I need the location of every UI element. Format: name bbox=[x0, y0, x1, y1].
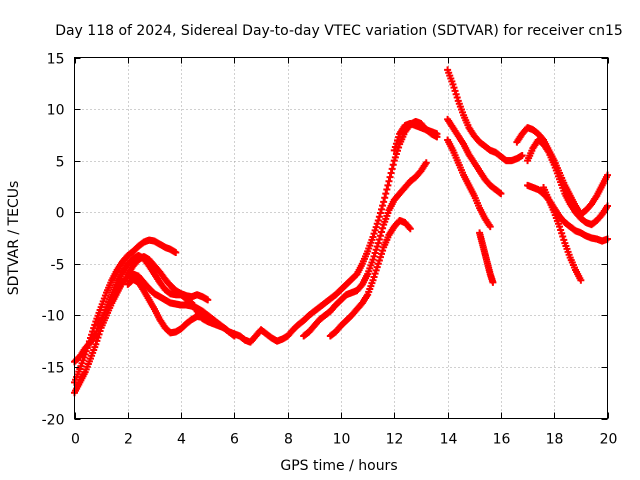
data-point bbox=[376, 209, 384, 217]
x-tick-label: 12 bbox=[386, 432, 404, 448]
series-track-15 bbox=[540, 183, 585, 284]
data-point bbox=[172, 248, 180, 256]
plot-frame bbox=[74, 57, 608, 419]
y-tick-label: -20 bbox=[42, 413, 65, 429]
y-tick-label: -15 bbox=[42, 361, 65, 377]
series-track-7 bbox=[326, 216, 414, 340]
y-tick-label: 15 bbox=[47, 52, 65, 68]
data-point bbox=[388, 165, 396, 173]
y-tick-label: 5 bbox=[56, 155, 65, 171]
axis-ticks: 0 2 4 6 8 10 12 14 16 18 20 -20 -15 -10 -5 0 5 10 15 bbox=[42, 52, 618, 448]
data-point bbox=[378, 228, 386, 236]
series-track-11 bbox=[476, 229, 497, 286]
data-point bbox=[386, 173, 394, 181]
x-tick-label: 14 bbox=[440, 432, 458, 448]
grid-lines bbox=[74, 57, 608, 419]
data-point bbox=[374, 239, 382, 247]
data-point bbox=[381, 194, 389, 202]
x-tick-label: 20 bbox=[600, 432, 618, 448]
data-point bbox=[230, 332, 238, 340]
data-markers bbox=[71, 66, 611, 397]
series-track-4 bbox=[71, 270, 238, 397]
data-point bbox=[422, 159, 430, 167]
data-point bbox=[385, 177, 393, 185]
data-point bbox=[383, 186, 391, 194]
data-point bbox=[489, 278, 497, 286]
data-point bbox=[577, 276, 585, 284]
data-point bbox=[204, 296, 212, 304]
series-track-6 bbox=[300, 159, 430, 340]
data-point bbox=[433, 130, 441, 138]
data-point bbox=[389, 161, 397, 169]
series-track-10 bbox=[444, 136, 494, 231]
data-point bbox=[198, 313, 206, 321]
x-tick-label: 0 bbox=[71, 432, 80, 448]
data-point bbox=[518, 151, 526, 159]
data-point bbox=[380, 198, 388, 206]
y-tick-label: 0 bbox=[56, 206, 65, 222]
data-point bbox=[376, 232, 384, 240]
data-point bbox=[379, 224, 387, 232]
data-point bbox=[405, 223, 413, 231]
x-tick-label: 4 bbox=[177, 432, 186, 448]
x-tick-label: 6 bbox=[230, 432, 239, 448]
series-track-9 bbox=[444, 115, 505, 198]
data-point bbox=[374, 216, 382, 224]
data-point bbox=[375, 235, 383, 243]
data-point bbox=[378, 205, 386, 213]
y-tick-label: 10 bbox=[47, 103, 65, 119]
y-tick-label: -5 bbox=[51, 258, 65, 274]
x-tick-label: 2 bbox=[124, 432, 133, 448]
series-track-8 bbox=[444, 66, 526, 165]
series-track-2 bbox=[71, 236, 180, 386]
data-point bbox=[382, 190, 390, 198]
data-point bbox=[379, 202, 387, 210]
x-tick-label: 10 bbox=[333, 432, 351, 448]
x-tick-label: 18 bbox=[546, 432, 564, 448]
series-track-16 bbox=[390, 120, 441, 154]
data-point bbox=[486, 223, 494, 231]
data-point bbox=[384, 181, 392, 189]
series-track-12 bbox=[513, 124, 611, 218]
series-track-5 bbox=[124, 275, 206, 337]
x-tick-label: 8 bbox=[284, 432, 293, 448]
y-axis-label: SDTVAR / TECUs bbox=[6, 181, 22, 296]
y-tick-label: -10 bbox=[42, 309, 65, 325]
x-axis-label: GPS time / hours bbox=[280, 458, 397, 474]
data-point bbox=[387, 169, 395, 177]
data-point bbox=[497, 190, 505, 198]
data-point bbox=[375, 213, 383, 221]
series-track-13 bbox=[524, 136, 611, 229]
x-tick-label: 16 bbox=[493, 432, 511, 448]
chart-title: Day 118 of 2024, Sidereal Day-to-day VTE… bbox=[55, 23, 623, 39]
data-point bbox=[406, 225, 414, 233]
